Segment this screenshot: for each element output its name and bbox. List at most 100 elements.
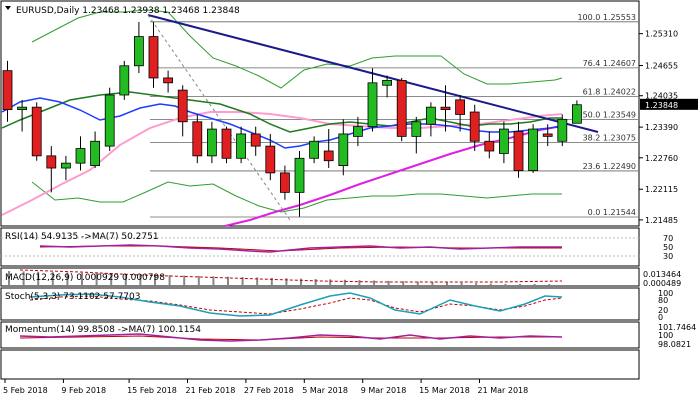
date-tick-label: 27 Feb 2018 xyxy=(244,386,294,395)
macd-bar xyxy=(475,283,478,285)
candle-body xyxy=(309,140,320,159)
candle-body xyxy=(352,126,363,137)
candle-body xyxy=(17,106,28,111)
candle xyxy=(352,116,363,147)
bollinger-upper xyxy=(31,9,563,89)
candle xyxy=(75,136,86,171)
macd-bar xyxy=(285,278,288,285)
candle-body xyxy=(75,148,86,164)
macd-bar xyxy=(8,271,10,285)
macd-bar xyxy=(51,272,54,285)
stoch-tick-100: 100 xyxy=(658,289,673,298)
price-axis: 1.25310 1.24655 1.24035 1.23390 1.22760 1.221… xyxy=(638,1,698,226)
candle xyxy=(440,85,451,132)
current-price-tag: 1.23848 xyxy=(640,98,698,110)
sma-green xyxy=(1,91,562,133)
price-tick-label: 1.25310 xyxy=(645,30,678,39)
date-axis: 5 Feb 2018 9 Feb 2018 15 Feb 2018 21 Feb 20… xyxy=(3,379,528,395)
stoch-title: Stoch(5,3,3) 73.1102 57.7703 xyxy=(5,292,140,302)
macd-bar xyxy=(387,280,390,285)
candle xyxy=(236,126,247,164)
current-price-label: 1.23848 xyxy=(645,101,678,110)
candle-body xyxy=(250,133,261,147)
candle-body xyxy=(61,162,71,169)
macd-bar xyxy=(548,284,551,285)
stoch-tick-80: 80 xyxy=(658,296,668,305)
fib-label: 61.8 1.24022 xyxy=(583,87,636,96)
candle-body xyxy=(294,157,305,193)
price-tick-label: 1.23390 xyxy=(645,123,678,132)
macd-bar xyxy=(197,275,200,285)
price-tick-label: 1.24655 xyxy=(645,62,678,71)
macd-bar xyxy=(533,284,536,285)
macd-bar xyxy=(343,279,346,285)
candle xyxy=(513,121,524,178)
macd-bar xyxy=(139,274,142,285)
candle xyxy=(90,131,100,169)
candle-body xyxy=(528,128,538,171)
momentum-tick-low: 98.0821 xyxy=(658,340,691,349)
candle xyxy=(498,121,509,164)
candle xyxy=(557,114,568,147)
price-tick-label: 1.21485 xyxy=(645,216,678,225)
candle-body xyxy=(484,140,495,152)
momentum-tick-mid: 100 xyxy=(658,331,673,340)
fib-label: 50.0 1.23549 xyxy=(583,110,636,119)
candle-body xyxy=(163,77,174,84)
candle-body xyxy=(206,128,217,157)
candle xyxy=(192,114,203,164)
candle-body xyxy=(498,128,509,154)
candle xyxy=(455,94,466,132)
date-tick-label: 9 Mar 2018 xyxy=(361,386,407,395)
rsi-tick-70: 70 xyxy=(663,234,673,243)
candle-body xyxy=(440,106,451,111)
candle xyxy=(163,70,174,93)
macd-bar xyxy=(489,283,492,285)
candle xyxy=(572,100,582,124)
fib-label: 23.6 1.22490 xyxy=(583,162,636,171)
candle xyxy=(484,131,495,159)
candle-body xyxy=(279,172,290,193)
candle xyxy=(206,121,217,164)
rsi-title: RSI(14) 54.9135 ->MA(7) 50.2751 xyxy=(5,232,159,242)
candle xyxy=(221,126,232,164)
candle-body xyxy=(367,82,378,128)
candle xyxy=(104,87,115,151)
chart-menu-icon[interactable] xyxy=(5,6,11,10)
fib-label: 0.0 1.21544 xyxy=(588,208,636,217)
momentum-tick-high: 101.7464 xyxy=(658,323,696,332)
bollinger-lower xyxy=(31,181,562,213)
candle-body xyxy=(2,70,13,111)
candle-body xyxy=(236,133,247,159)
candle-body xyxy=(396,79,407,137)
macd-bar xyxy=(183,275,186,285)
price-tick-label: 1.22115 xyxy=(645,185,678,194)
candle-body xyxy=(148,36,159,79)
candle-body xyxy=(455,99,466,115)
date-tick-label: 5 Feb 2018 xyxy=(3,386,48,395)
sma-magenta xyxy=(224,125,563,227)
price-tick-label: 1.24035 xyxy=(645,92,678,101)
macd-panel: MACD(12,26,9) 0.000929 0.000798 0.013464… xyxy=(0,267,681,288)
candle-body xyxy=(513,131,524,171)
macd-bar xyxy=(168,275,171,285)
candle xyxy=(294,150,305,217)
macd-bar xyxy=(81,272,83,285)
macd-title: MACD(12,26,9) 0.000929 0.000798 xyxy=(5,273,165,283)
macd-bar xyxy=(212,276,215,285)
candle xyxy=(279,165,290,200)
candle-body xyxy=(469,111,480,142)
macd-bar xyxy=(519,284,521,285)
candle xyxy=(528,124,538,173)
macd-bar xyxy=(256,277,259,285)
fib-label: 38.2 1.23075 xyxy=(583,133,636,142)
macd-bar xyxy=(124,274,127,285)
fib-label: 100.0 1.25553 xyxy=(577,13,636,22)
stoch-panel: Stoch(5,3,3) 73.1102 57.7703 100 80 20 0 xyxy=(0,287,673,322)
macd-bar xyxy=(358,280,361,285)
macd-bar xyxy=(402,281,405,285)
date-tick-label: 15 Mar 2018 xyxy=(419,386,470,395)
candle xyxy=(323,129,334,169)
candle-body xyxy=(382,79,393,86)
momentum-panel: Momentum(14) 99.8508 ->MA(7) 100.1154 10… xyxy=(0,321,696,380)
